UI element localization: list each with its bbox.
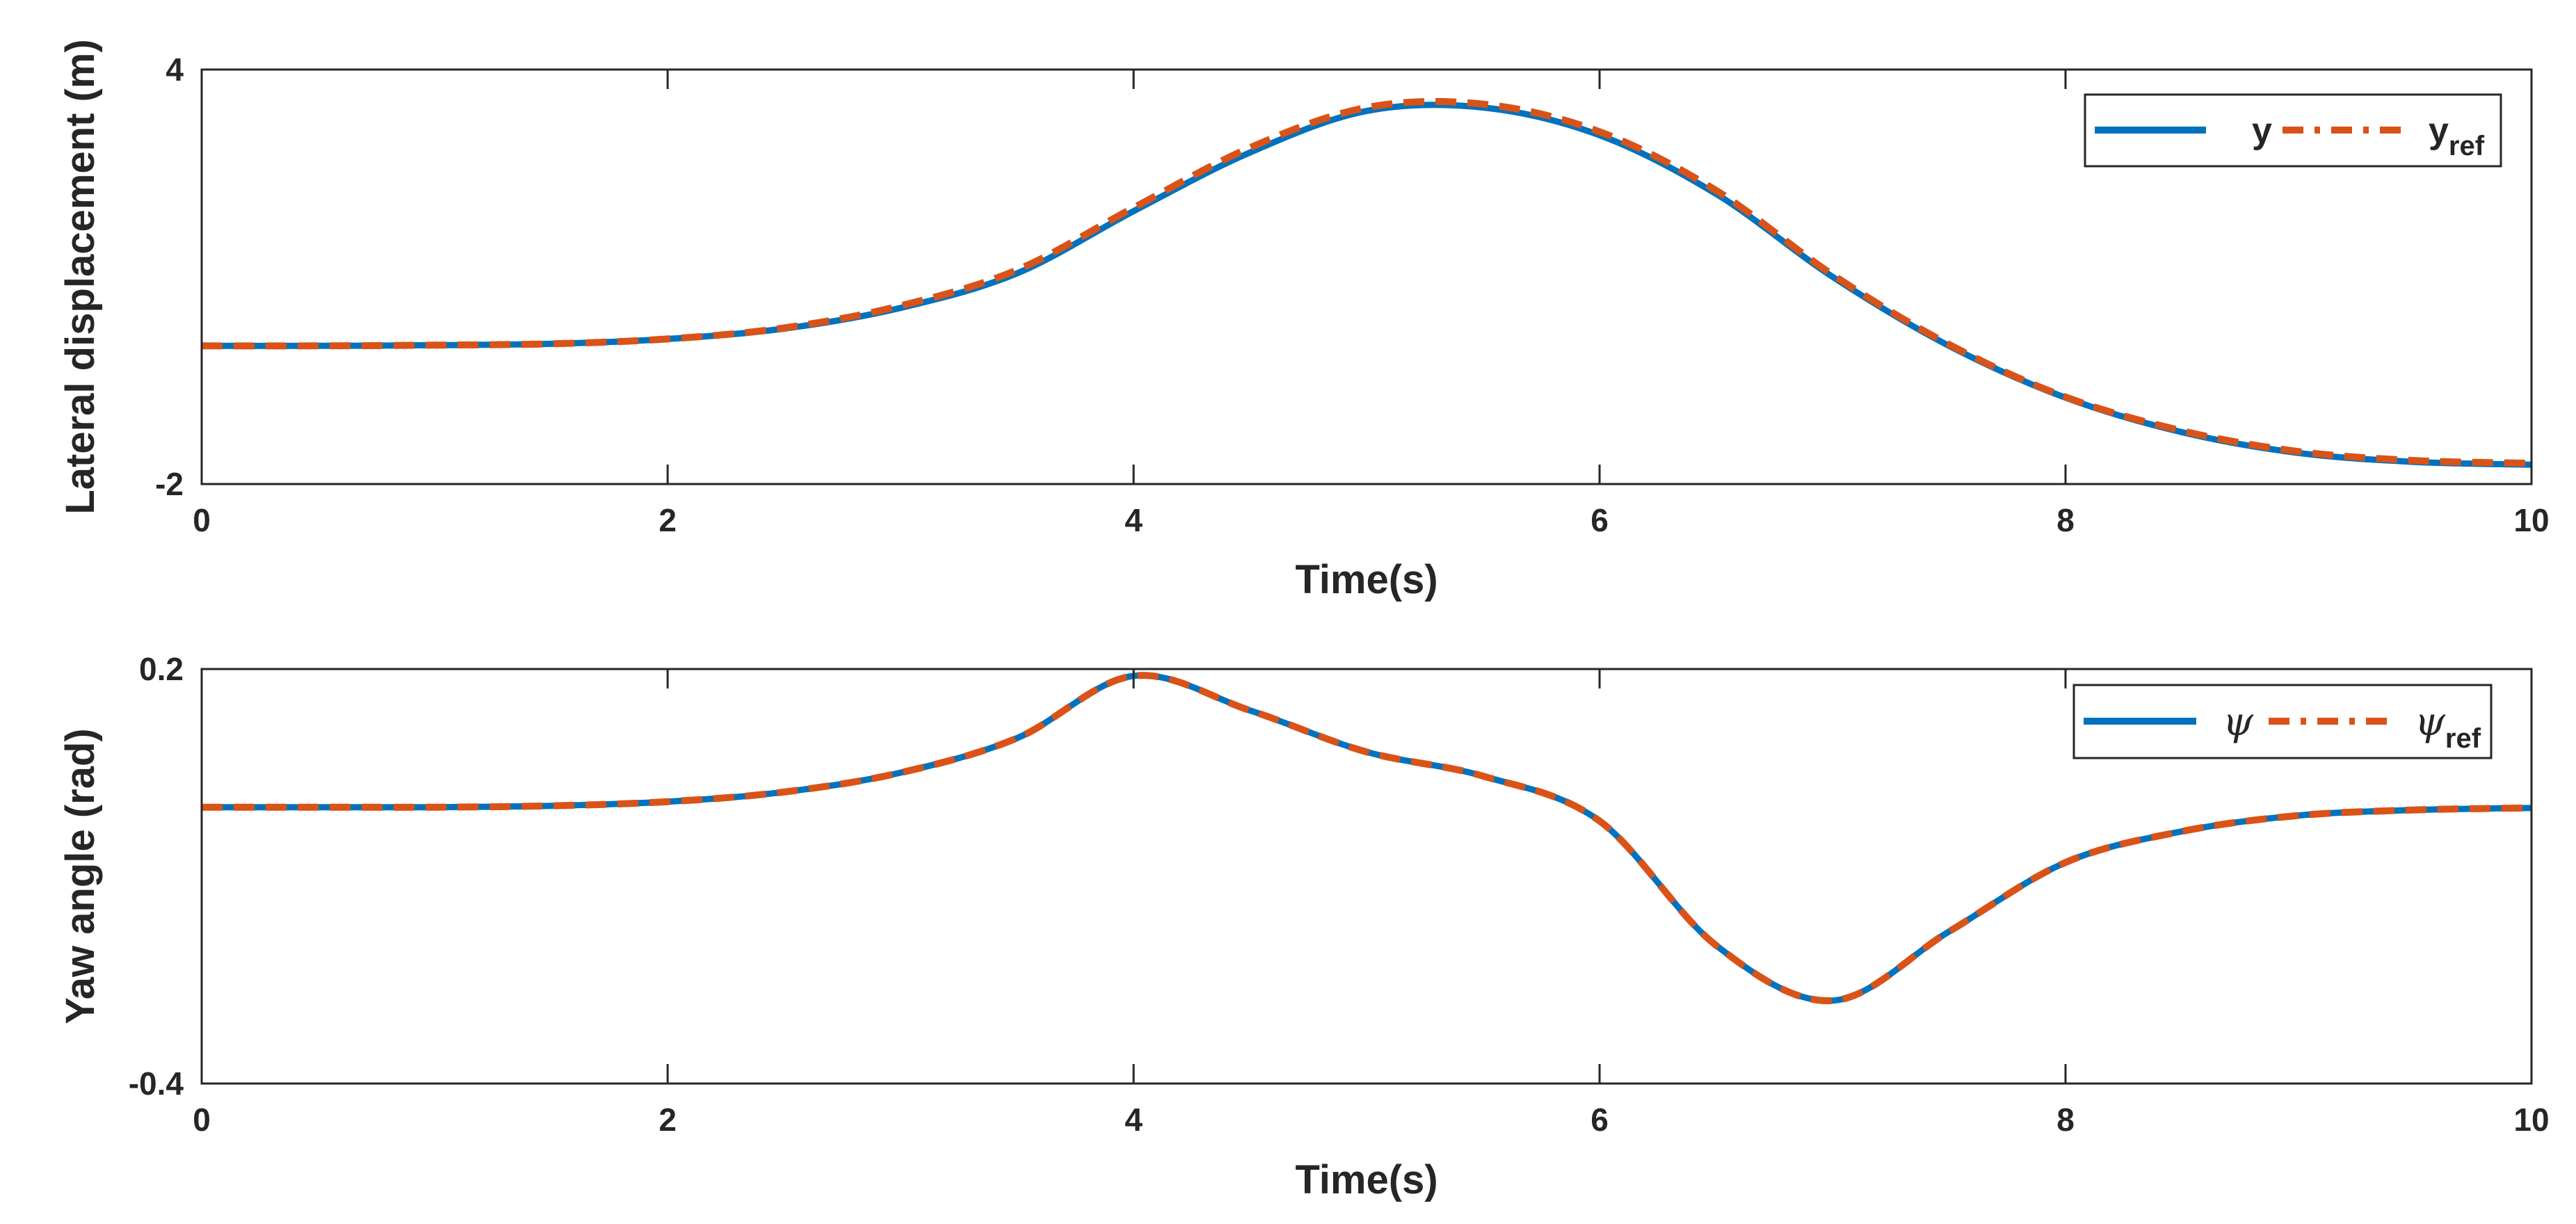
x-tick-label: 2 [659,502,677,538]
x-axis-label: Time(s) [1295,557,1438,602]
x-tick-label: 0 [193,1102,211,1138]
legend-label-y-ref-sub: ref [2449,131,2485,161]
x-tick-label: 6 [1591,1102,1609,1138]
x-tick-label: 10 [2513,1102,2549,1138]
axes-box [200,68,2533,485]
series-line-reference [201,97,2532,467]
x-tick-label: 4 [1125,502,1143,538]
x-tick-label: 10 [2513,502,2549,538]
legend: ψ ψref [2072,684,2493,759]
legend-label-y-ref: yref [2429,111,2485,161]
x-tick-label: 4 [1125,1102,1143,1138]
legend: y yref [2084,93,2502,168]
legend-label-y: y [2252,111,2272,151]
axes-box [200,668,2533,1085]
y-axis-label: Yaw angle (rad) [58,728,103,1024]
legend-label-psi-ref-sub: ref [2445,723,2481,754]
x-tick-label: 0 [193,502,211,538]
x-axis-label: Time(s) [1295,1157,1438,1202]
yaw-angle-plot: 0 2 4 6 8 10 -0.4 0.2 Time(s) Yaw angle (rad) ψ… [58,651,2550,1202]
series-line-reference [202,672,2532,1004]
y-axis-label: Lateral displacement (m) [58,39,103,514]
y-tick-label: -0.4 [129,1065,184,1102]
x-tick-label: 8 [2056,502,2075,538]
legend-label-psi-ref: ψref [2415,700,2481,754]
y-tick-label: -2 [155,466,184,502]
legend-label-psi: ψ [2223,700,2254,745]
legend-label-y-ref-main: y [2429,111,2449,151]
x-tick-label: 2 [659,1102,677,1138]
x-tick-label: 8 [2056,1102,2075,1138]
legend-label-psi-ref-main: ψ [2415,700,2446,745]
x-tick-label: 6 [1591,502,1609,538]
y-tick-label: 4 [166,51,184,88]
lateral-displacement-plot: 0 2 4 6 8 10 -2 4 Time(s) Lateral displacement … [58,39,2550,602]
y-tick-label: 0.2 [139,651,184,687]
